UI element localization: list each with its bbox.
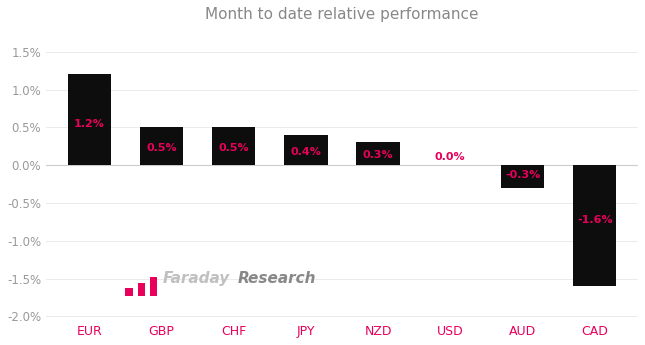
Text: 0.5%: 0.5% (146, 143, 177, 153)
Text: Research: Research (237, 271, 316, 286)
Text: 0.0%: 0.0% (435, 152, 466, 162)
Bar (501, 165, 544, 188)
Text: 0.5%: 0.5% (219, 143, 249, 153)
Bar (140, 127, 183, 165)
Text: Faraday: Faraday (163, 271, 230, 286)
Bar (68, 75, 111, 165)
Text: -1.6%: -1.6% (577, 215, 613, 225)
Text: -0.3%: -0.3% (505, 170, 540, 180)
Text: 0.4%: 0.4% (290, 147, 321, 157)
Bar (573, 165, 617, 286)
Bar (125, 288, 133, 296)
Title: Month to date relative performance: Month to date relative performance (205, 7, 479, 22)
Text: 1.2%: 1.2% (74, 119, 104, 129)
Bar (284, 135, 328, 165)
Bar (357, 142, 400, 165)
Bar (150, 277, 157, 296)
Text: 0.3%: 0.3% (362, 150, 393, 160)
Bar (137, 283, 145, 296)
Bar (212, 127, 255, 165)
